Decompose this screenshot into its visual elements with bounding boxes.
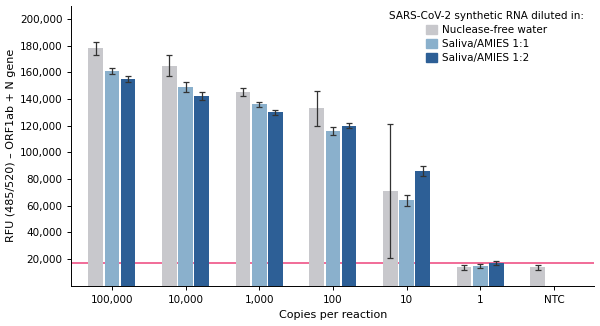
Bar (162, 66, 177, 286)
Bar (326, 131, 340, 286)
Bar (121, 79, 136, 286)
Y-axis label: RFU (485/520) – ORF1ab + N gene: RFU (485/520) – ORF1ab + N gene (5, 49, 16, 242)
Bar (342, 126, 356, 286)
Bar (399, 200, 414, 286)
Bar (88, 48, 103, 286)
Bar (457, 267, 472, 286)
Bar (489, 263, 504, 286)
Bar (415, 171, 430, 286)
Bar (473, 266, 488, 286)
Bar (383, 191, 398, 286)
Bar (310, 108, 324, 286)
X-axis label: Copies per reaction: Copies per reaction (279, 310, 387, 320)
Legend: Nuclease-free water, Saliva/AMIES 1:1, Saliva/AMIES 1:2: Nuclease-free water, Saliva/AMIES 1:1, S… (389, 11, 584, 63)
Bar (252, 104, 266, 286)
Bar (268, 112, 283, 286)
Bar (178, 87, 193, 286)
Bar (530, 267, 545, 286)
Bar (104, 71, 119, 286)
Bar (194, 96, 209, 286)
Bar (236, 92, 250, 286)
